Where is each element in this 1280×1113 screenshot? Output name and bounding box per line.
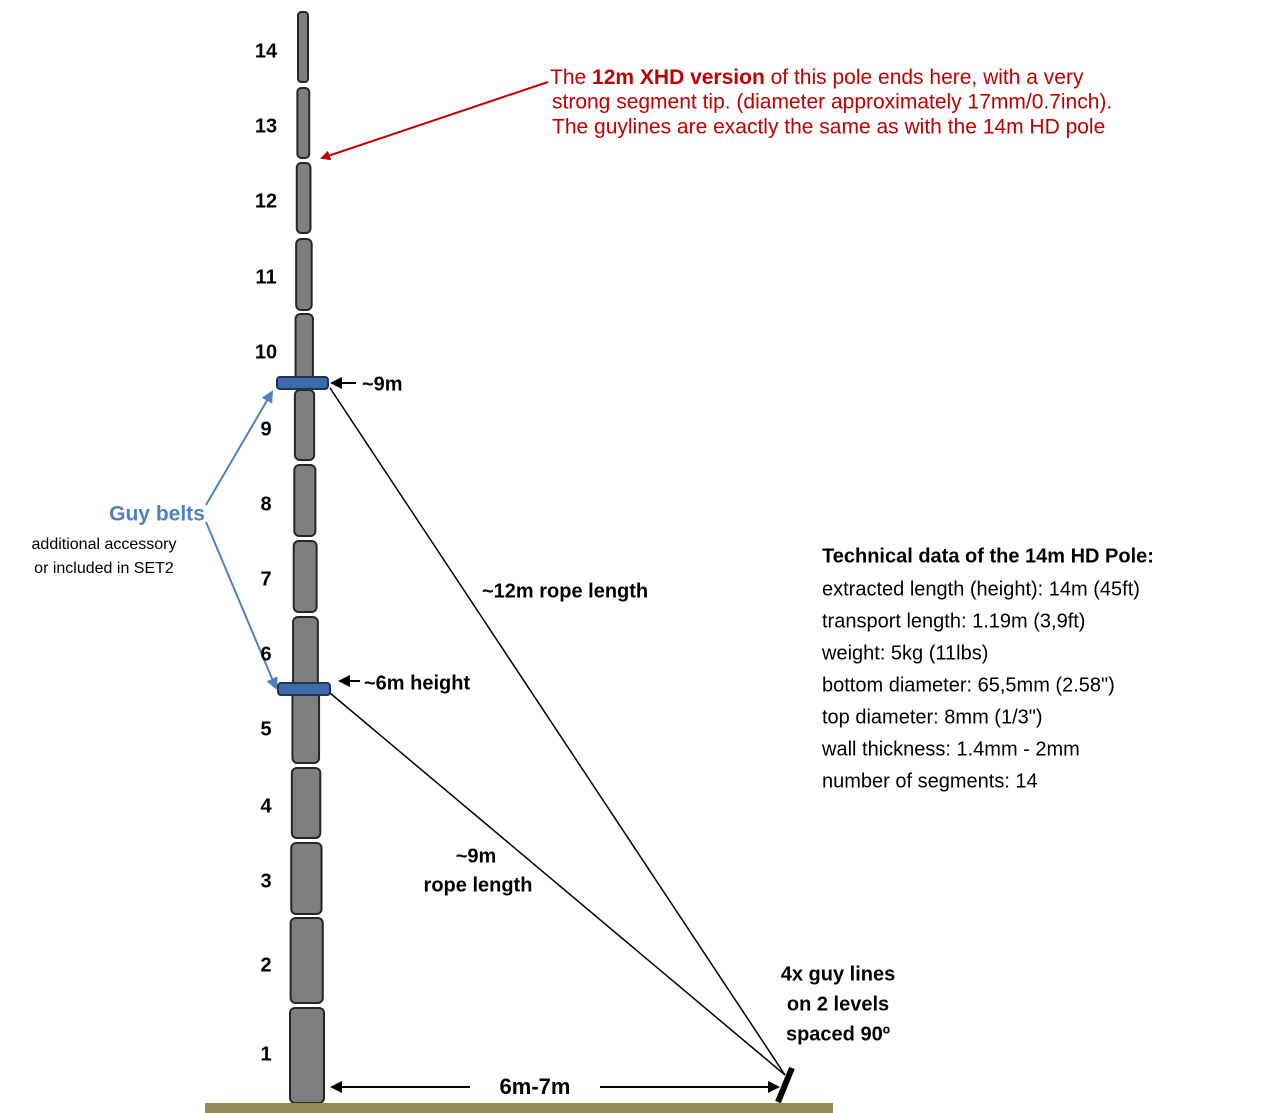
annotation-arrow <box>320 81 549 161</box>
distance-label: 6m-7m <box>500 1074 571 1099</box>
belt-arrow <box>205 521 278 690</box>
segment-label: 2 <box>260 954 271 976</box>
segment-label: 6 <box>260 643 271 665</box>
pole-segment <box>290 842 323 915</box>
segment-label: 14 <box>255 40 278 62</box>
marker-label: ~6m height <box>364 672 470 694</box>
guy-belts-title: Guy belts <box>109 503 205 526</box>
guy-belt <box>276 376 329 390</box>
pole-segment <box>294 313 314 387</box>
pole-segment <box>289 1007 325 1104</box>
segment-label: 3 <box>260 870 271 892</box>
segment-label: 12 <box>255 190 277 212</box>
pole-segment <box>290 767 322 839</box>
rope-label: ~12m rope length <box>482 580 648 602</box>
tech-line: transport length: 1.19m (3,9ft) <box>822 610 1085 632</box>
tech-line: bottom diameter: 65,5mm (2.58") <box>822 674 1115 696</box>
pole-segment <box>289 917 324 1004</box>
annotation-line: The 12m XHD version of this pole ends he… <box>550 66 1084 89</box>
pole-segment <box>293 464 317 537</box>
guy-belts-note: additional accessory <box>32 536 177 553</box>
pole-segment <box>291 691 321 764</box>
segment-label: 4 <box>260 795 272 817</box>
pole-segment <box>295 238 313 311</box>
anchor <box>775 1066 795 1104</box>
annotation-line: The guylines are exactly the same as wit… <box>552 116 1105 139</box>
rope-label: rope length <box>424 874 533 896</box>
segment-label: 1 <box>260 1043 271 1065</box>
annotation-line: strong segment tip. (diameter approximat… <box>552 91 1112 114</box>
rope-upper <box>329 387 786 1076</box>
segment-label: 10 <box>255 341 277 363</box>
ground <box>205 1103 833 1113</box>
tech-line: top diameter: 8mm (1/3") <box>822 706 1043 728</box>
tech-line: weight: 5kg (11lbs) <box>821 642 988 664</box>
segment-label: 9 <box>260 418 271 440</box>
segment-label: 8 <box>260 493 271 515</box>
guy-belt <box>277 682 331 696</box>
tech-line: extracted length (height): 14m (45ft) <box>822 578 1140 600</box>
pole-segment <box>293 389 316 461</box>
guy-lines-note: 4x guy lines <box>781 963 896 985</box>
segment-label: 13 <box>255 115 277 137</box>
pole-segment <box>296 87 311 159</box>
segment-label: 7 <box>260 568 271 590</box>
pole-segment <box>292 540 318 613</box>
tech-data: Technical data of the 14m HD Pole: extra… <box>821 545 1154 792</box>
rope-lower <box>329 692 786 1076</box>
guy-lines-note: on 2 levels <box>787 993 889 1015</box>
segment-label: 11 <box>255 266 276 288</box>
tech-line: number of segments: 14 <box>822 770 1038 792</box>
pole <box>289 11 325 1104</box>
marker-label: ~9m <box>362 373 403 395</box>
guy-lines-note: spaced 90º <box>786 1023 890 1045</box>
belt-arrow <box>205 390 274 506</box>
tech-title: Technical data of the 14m HD Pole: <box>822 545 1154 567</box>
tech-line: wall thickness: 1.4mm - 2mm <box>821 738 1080 760</box>
pole-segment <box>297 11 309 83</box>
pole-segment <box>292 616 319 689</box>
segment-label: 5 <box>260 718 271 740</box>
rope-label: ~9m <box>456 845 497 867</box>
pole-segment <box>295 162 312 234</box>
guy-belts-note: or included in SET2 <box>34 560 174 577</box>
